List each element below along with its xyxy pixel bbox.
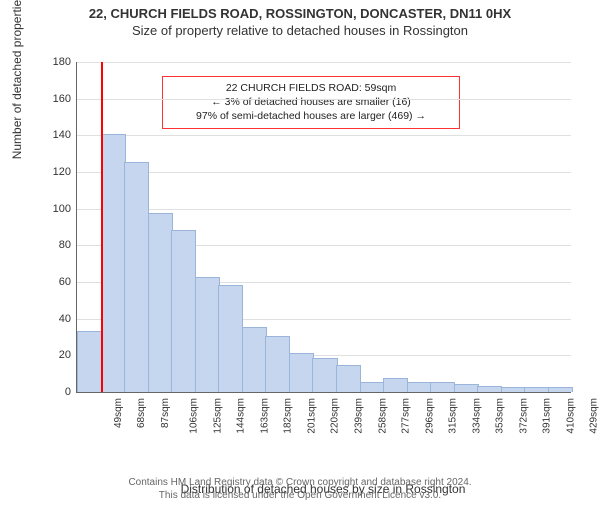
- x-tick-label: 163sqm: [259, 398, 270, 434]
- gridline: [77, 135, 571, 136]
- histogram-bar: [454, 384, 479, 392]
- y-tick-label: 120: [41, 166, 77, 178]
- x-tick-label: 353sqm: [495, 398, 506, 434]
- histogram-bar: [477, 386, 502, 393]
- x-tick-label: 334sqm: [471, 398, 482, 434]
- y-tick-label: 100: [41, 203, 77, 215]
- footer-line: Contains HM Land Registry data © Crown c…: [0, 477, 600, 490]
- gridline: [77, 209, 571, 210]
- x-tick-label: 125sqm: [212, 398, 223, 434]
- x-tick-label: 277sqm: [401, 398, 412, 434]
- footer-line: This data is licensed under the Open Gov…: [0, 490, 600, 503]
- x-tick-label: 144sqm: [236, 398, 247, 434]
- x-tick-label: 239sqm: [354, 398, 365, 434]
- y-tick-label: 40: [41, 313, 77, 325]
- histogram-bar: [77, 331, 102, 393]
- legend-line: 22 CHURCH FIELDS ROAD: 59sqm: [171, 81, 451, 95]
- y-tick-label: 180: [41, 56, 77, 68]
- histogram-bar: [524, 387, 549, 392]
- histogram-bar: [336, 365, 361, 392]
- legend-line: 97% of semi-detached houses are larger (…: [171, 109, 451, 123]
- histogram-bar: [195, 277, 220, 392]
- legend-box: 22 CHURCH FIELDS ROAD: 59sqm← 3% of deta…: [162, 76, 460, 129]
- plot-area: 22 CHURCH FIELDS ROAD: 59sqm← 3% of deta…: [76, 62, 571, 393]
- y-tick-label: 20: [41, 349, 77, 361]
- marker-line: [101, 62, 103, 392]
- footer-attribution: Contains HM Land Registry data © Crown c…: [0, 477, 600, 502]
- x-tick-label: 49sqm: [113, 398, 124, 428]
- x-tick-label: 410sqm: [565, 398, 576, 434]
- histogram-bar: [383, 378, 408, 392]
- x-tick-label: 296sqm: [424, 398, 435, 434]
- x-tick-label: 372sqm: [518, 398, 529, 434]
- y-tick-label: 140: [41, 129, 77, 141]
- gridline: [77, 62, 571, 63]
- x-tick-label: 258sqm: [377, 398, 388, 434]
- histogram-bar: [407, 382, 432, 392]
- x-tick-label: 87sqm: [160, 398, 171, 428]
- y-tick-label: 60: [41, 276, 77, 288]
- histogram-bar: [101, 134, 126, 392]
- histogram-bar: [242, 327, 267, 392]
- gridline: [77, 172, 571, 173]
- histogram-bar: [289, 353, 314, 393]
- histogram-bar: [124, 162, 149, 392]
- histogram-bar: [360, 382, 385, 392]
- chart-container: Number of detached properties 22 CHURCH …: [50, 52, 580, 432]
- x-tick-label: 220sqm: [330, 398, 341, 434]
- x-tick-label: 315sqm: [448, 398, 459, 434]
- x-tick-label: 391sqm: [542, 398, 553, 434]
- histogram-bar: [312, 358, 337, 392]
- x-tick-label: 429sqm: [589, 398, 600, 434]
- page-subtitle: Size of property relative to detached ho…: [0, 23, 600, 38]
- x-tick-label: 68sqm: [136, 398, 147, 428]
- histogram-bar: [430, 382, 455, 392]
- x-tick-label: 106sqm: [189, 398, 200, 434]
- legend-line: ← 3% of detached houses are smaller (16): [171, 95, 451, 109]
- histogram-bar: [218, 285, 243, 392]
- histogram-bar: [148, 213, 173, 392]
- histogram-bar: [548, 387, 573, 392]
- page-title: 22, CHURCH FIELDS ROAD, ROSSINGTON, DONC…: [0, 6, 600, 21]
- histogram-bar: [265, 336, 290, 392]
- histogram-bar: [501, 387, 526, 392]
- y-tick-label: 80: [41, 239, 77, 251]
- gridline: [77, 99, 571, 100]
- x-tick-label: 201sqm: [307, 398, 318, 434]
- x-tick-label: 182sqm: [283, 398, 294, 434]
- y-tick-label: 160: [41, 93, 77, 105]
- y-tick-label: 0: [41, 386, 77, 398]
- y-axis-label: Number of detached properties: [10, 0, 24, 159]
- histogram-bar: [171, 230, 196, 392]
